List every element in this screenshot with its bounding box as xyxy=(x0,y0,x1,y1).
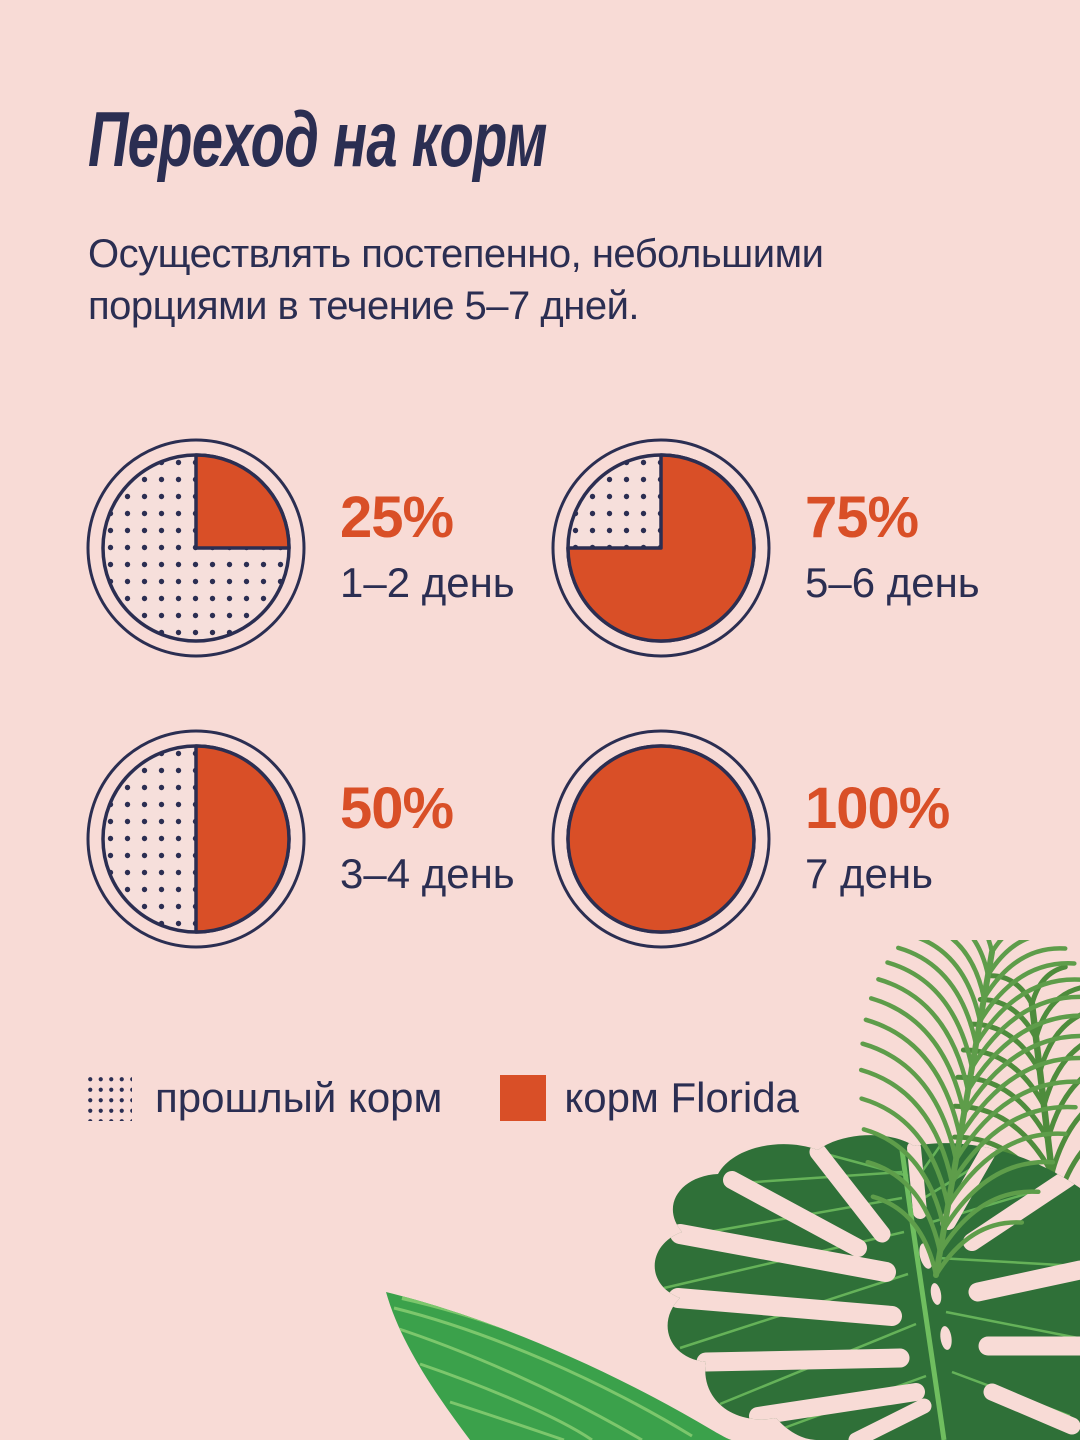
pie-chart-25-icon xyxy=(86,438,306,658)
page-title: Переход на корм xyxy=(88,95,547,183)
transition-step-card: 50% 3–4 день xyxy=(85,728,515,950)
transition-step-card: 75% 5–6 день xyxy=(550,437,980,659)
step-labels: 100% 7 день xyxy=(805,775,950,898)
percent-label: 75% xyxy=(805,484,919,550)
days-label: 3–4 день xyxy=(340,849,515,897)
pie-chart-50-icon xyxy=(86,729,306,949)
chart-legend: прошлый корм корм Florida xyxy=(85,1074,799,1122)
days-label: 5–6 день xyxy=(805,558,980,606)
pie-chart-75-icon xyxy=(551,438,771,658)
transition-step-card: 100% 7 день xyxy=(550,728,950,950)
monstera-leaf-icon xyxy=(654,1135,1080,1440)
new-food-swatch-icon xyxy=(500,1075,547,1121)
tropical-leaves-decoration xyxy=(386,940,1080,1440)
transition-step-card: 25% 1–2 день xyxy=(85,437,515,659)
days-label: 7 день xyxy=(805,849,933,897)
days-label: 1–2 день xyxy=(340,558,515,606)
new-food-label: корм Florida xyxy=(564,1074,799,1121)
old-food-swatch-icon xyxy=(86,1075,132,1121)
step-labels: 50% 3–4 день xyxy=(340,775,515,898)
old-food-label: прошлый корм xyxy=(155,1074,443,1121)
pie-chart-100-icon xyxy=(551,729,771,949)
step-labels: 25% 1–2 день xyxy=(340,484,515,607)
page-subtitle: Осуществлять постепенно, небольшими порц… xyxy=(88,232,824,328)
percent-label: 100% xyxy=(805,775,950,841)
percent-label: 50% xyxy=(340,775,454,841)
percent-label: 25% xyxy=(340,484,454,550)
step-labels: 75% 5–6 день xyxy=(805,484,980,607)
palm-frond-icon xyxy=(858,940,1080,1278)
